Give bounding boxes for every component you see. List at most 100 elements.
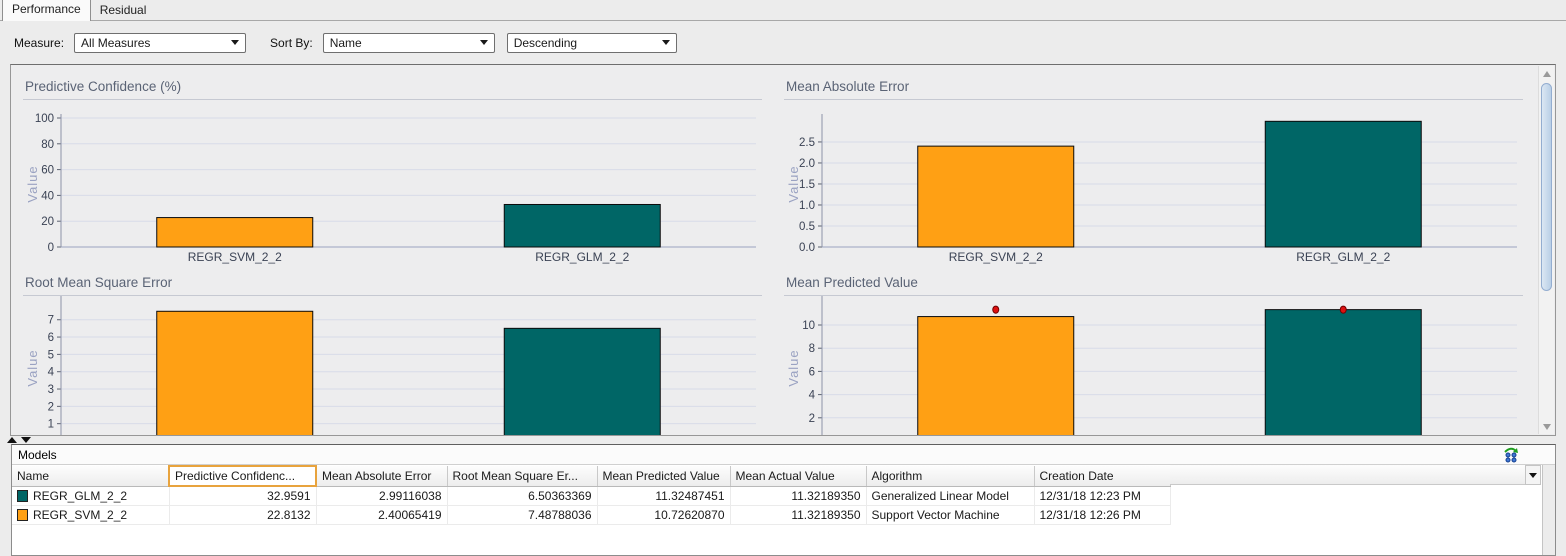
tab-bar: Performance Residual: [0, 0, 1566, 21]
chart-title: Mean Predicted Value: [784, 271, 1523, 296]
chart-plot: Value 0.0 0.5 1.0 1.5 2.0 2.5 REGR_SVM_2_2 REGR_…: [784, 100, 1523, 265]
svg-text:80: 80: [41, 139, 54, 151]
models-header-row: Name Predictive Confidenc... Mean Absolute…: [12, 465, 1171, 487]
svg-text:10: 10: [802, 320, 815, 332]
svg-text:1: 1: [48, 419, 54, 431]
scroll-down-icon[interactable]: [1539, 419, 1554, 434]
cell-mean_absolute_error[interactable]: 2.99116038: [316, 486, 448, 506]
cell-mean_predicted_value[interactable]: 10.72620870: [597, 505, 731, 525]
cell-creation_date[interactable]: 12/31/18 12:23 PM: [1034, 486, 1171, 506]
chart-title: Mean Absolute Error: [784, 75, 1523, 100]
col-header-creation_date[interactable]: Creation Date: [1034, 466, 1171, 487]
charts-scrollbar[interactable]: [1538, 66, 1554, 434]
sort-by-label: Sort By:: [270, 35, 313, 50]
cell-predictive_confidence[interactable]: 32.9591: [169, 486, 317, 506]
table-right-scroll-strip: [1542, 465, 1555, 555]
svg-text:0.5: 0.5: [799, 221, 815, 233]
panel-splitter[interactable]: [0, 436, 1566, 444]
splitter-up-icon[interactable]: [7, 437, 17, 443]
svg-text:2.0: 2.0: [799, 158, 815, 170]
svg-text:2.5: 2.5: [799, 137, 815, 149]
svg-text:40: 40: [41, 190, 54, 202]
svg-text:3: 3: [48, 384, 54, 396]
cell-creation_date[interactable]: 12/31/18 12:26 PM: [1034, 505, 1171, 525]
measure-select[interactable]: All Measures: [74, 32, 247, 53]
svg-text:6: 6: [809, 366, 815, 378]
models-titlebar: Models: [12, 445, 1555, 465]
chart-plot: Value 1 2 3 4 5 6 7: [23, 296, 762, 435]
tab-performance[interactable]: Performance: [2, 0, 91, 21]
sort-direction-select-value: Descending: [513, 35, 578, 50]
svg-text:2: 2: [809, 413, 815, 425]
svg-text:60: 60: [41, 165, 54, 177]
cell-mean_actual_value[interactable]: 11.32189350: [730, 505, 867, 525]
chart-mean-absolute-error: Mean Absolute Error Value 0.0 0.5 1.0 1.5 2.0…: [784, 71, 1523, 267]
cell-root_mean_square_error[interactable]: 6.50363369: [447, 486, 598, 506]
charts-grid: Predictive Confidence (%) Value 0 20 40 60 80…: [11, 65, 1537, 435]
scroll-up-icon[interactable]: [1539, 66, 1554, 81]
chart-mean-predicted-value: Mean Predicted Value Value 2 4 6 8 10: [784, 267, 1523, 435]
col-header-name[interactable]: Name: [12, 466, 170, 487]
models-panel: Models Name Predictive Confidenc... Mean A…: [11, 444, 1556, 556]
svg-text:1.0: 1.0: [799, 200, 815, 212]
svg-text:REGR_GLM_2_2: REGR_GLM_2_2: [535, 250, 629, 264]
cell-algorithm[interactable]: Support Vector Machine: [866, 505, 1035, 525]
model-row-REGR_GLM_2_2[interactable]: REGR_GLM_2_2 32.9591 2.99116038 6.50363369 1…: [12, 486, 1171, 506]
svg-text:20: 20: [41, 216, 54, 228]
col-header-predictive_confidence[interactable]: Predictive Confidenc...: [168, 465, 317, 487]
svg-text:6: 6: [48, 332, 54, 344]
svg-text:5: 5: [48, 349, 54, 361]
svg-text:Value: Value: [786, 349, 801, 386]
measure-select-value: All Measures: [81, 35, 151, 50]
tab-residual[interactable]: Residual: [99, 3, 147, 17]
dropdown-arrow-icon: [479, 40, 488, 45]
model-name-cell[interactable]: REGR_SVM_2_2: [12, 505, 170, 525]
model-row-REGR_SVM_2_2[interactable]: REGR_SVM_2_2 22.8132 2.40065419 7.48788036 1…: [12, 505, 1171, 525]
svg-text:1.5: 1.5: [799, 179, 815, 191]
svg-text:4: 4: [809, 390, 816, 402]
models-panel-title: Models: [18, 447, 57, 462]
chart-title: Predictive Confidence (%): [23, 75, 762, 100]
chevron-down-icon: [1529, 472, 1537, 478]
sort-direction-select[interactable]: Descending: [506, 32, 677, 53]
svg-text:Value: Value: [786, 165, 801, 202]
cell-mean_absolute_error[interactable]: 2.40065419: [316, 505, 448, 525]
svg-text:Value: Value: [25, 349, 40, 386]
svg-text:REGR_SVM_2_2: REGR_SVM_2_2: [188, 250, 282, 264]
col-header-algorithm[interactable]: Algorithm: [866, 466, 1035, 487]
header-filler: [1170, 465, 1525, 485]
col-header-root_mean_square_error[interactable]: Root Mean Square Er...: [447, 466, 598, 487]
svg-text:100: 100: [35, 113, 54, 125]
sort-field-select-value: Name: [329, 35, 362, 50]
model-name-cell[interactable]: REGR_GLM_2_2: [12, 486, 170, 506]
charts-panel: Predictive Confidence (%) Value 0 20 40 60 80…: [10, 64, 1556, 436]
models-table-area: Name Predictive Confidenc... Mean Absolute…: [12, 465, 1555, 555]
dropdown-arrow-icon: [231, 40, 240, 45]
measure-label: Measure:: [14, 35, 65, 50]
models-table: Name Predictive Confidenc... Mean Absolute…: [12, 465, 1171, 525]
col-header-mean_absolute_error[interactable]: Mean Absolute Error: [316, 466, 448, 487]
chart-title: Root Mean Square Error: [23, 271, 762, 296]
splitter-down-icon[interactable]: [21, 437, 31, 443]
cell-mean_actual_value[interactable]: 11.32189350: [730, 486, 867, 506]
sort-field-select[interactable]: Name: [322, 32, 495, 53]
col-header-mean_actual_value[interactable]: Mean Actual Value: [730, 466, 867, 487]
column-manager-icon[interactable]: [1503, 447, 1519, 463]
cell-root_mean_square_error[interactable]: 7.48788036: [447, 505, 598, 525]
chart-root-mean-square-error: Root Mean Square Error Value 1 2 3 4 5 6 7: [23, 267, 762, 435]
model-color-swatch: [17, 489, 28, 502]
svg-text:Value: Value: [25, 165, 40, 202]
chart-plot: Value 0 20 40 60 80 100 REGR_SVM_2_2 REGR_GLM_2_…: [23, 100, 762, 265]
scrollbar-thumb[interactable]: [1541, 83, 1552, 291]
cell-algorithm[interactable]: Generalized Linear Model: [866, 486, 1035, 506]
svg-text:0: 0: [48, 242, 54, 254]
svg-text:0.0: 0.0: [799, 242, 815, 254]
table-header-menu-button[interactable]: [1525, 465, 1541, 485]
col-header-mean_predicted_value[interactable]: Mean Predicted Value: [597, 466, 731, 487]
cell-predictive_confidence[interactable]: 22.8132: [169, 505, 317, 525]
dropdown-arrow-icon: [661, 40, 670, 45]
svg-text:REGR_SVM_2_2: REGR_SVM_2_2: [949, 250, 1043, 264]
chart-toolbar: Measure: All Measures Sort By: Name Desc…: [0, 21, 1566, 64]
cell-mean_predicted_value[interactable]: 11.32487451: [597, 486, 731, 506]
chart-predictive-confidence: Predictive Confidence (%) Value 0 20 40 60 80…: [23, 71, 762, 267]
